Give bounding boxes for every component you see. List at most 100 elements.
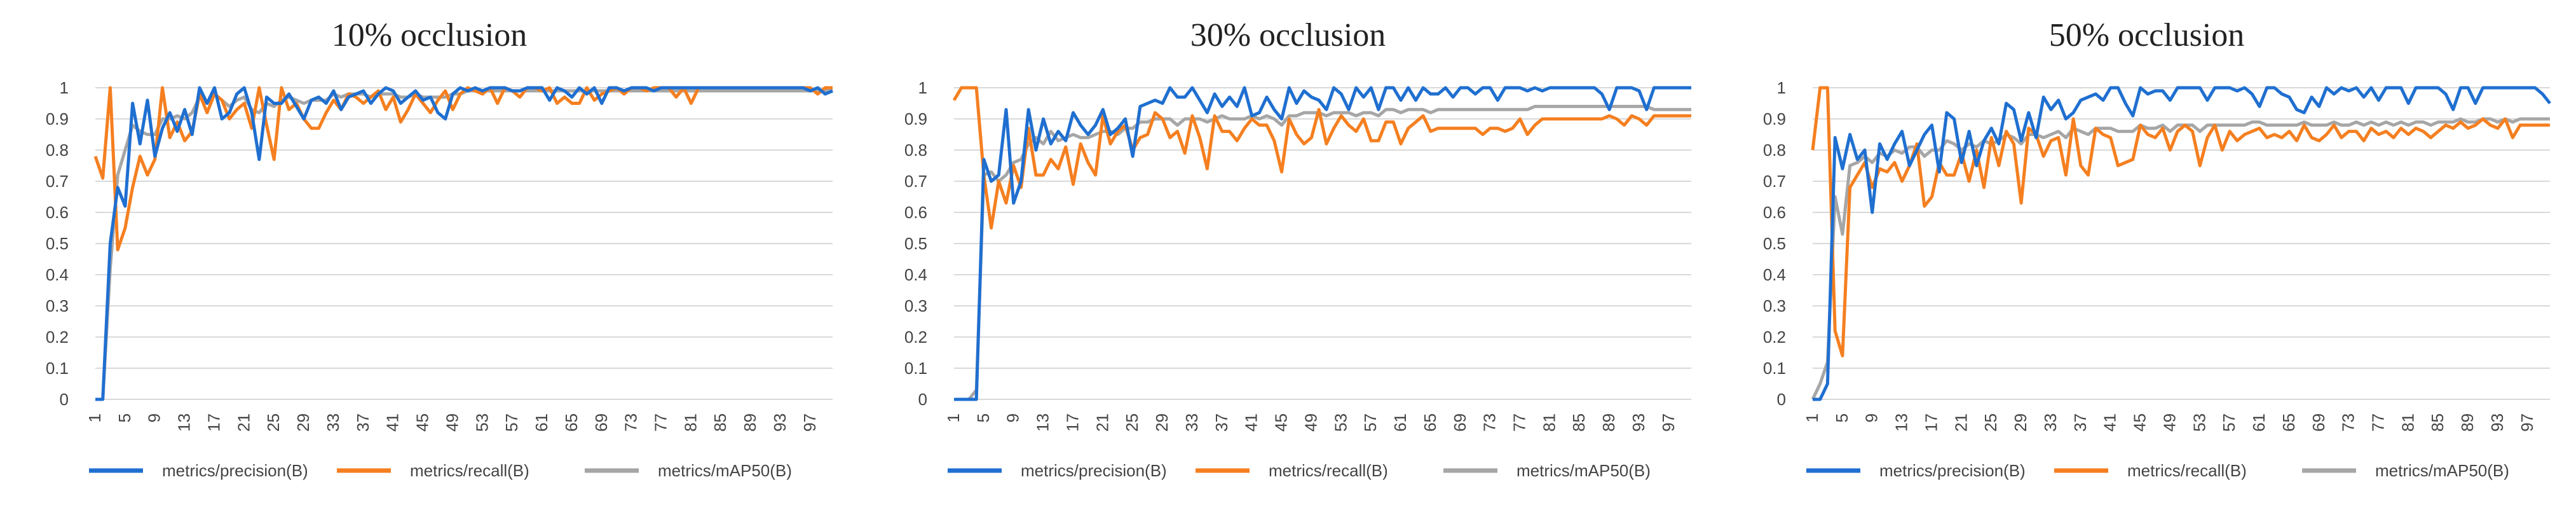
x-tick-label: 85: [2428, 413, 2447, 432]
x-tick-label: 5: [974, 413, 993, 422]
y-tick-label: 0.5: [1763, 234, 1786, 253]
y-tick-label: 0.9: [46, 109, 69, 128]
x-tick-label: 77: [1510, 413, 1529, 432]
x-tick-label: 57: [502, 413, 521, 432]
x-tick-label: 1: [85, 413, 104, 422]
y-tick-label: 1: [60, 78, 69, 97]
x-tick-label: 17: [1921, 413, 1940, 432]
legend-label: metrics/mAP50(B): [1516, 461, 1651, 480]
legend-label: metrics/precision(B): [162, 461, 308, 480]
y-tick-label: 1: [918, 78, 927, 97]
y-tick-label: 0.3: [1763, 296, 1786, 315]
x-tick-label: 13: [1892, 413, 1911, 432]
x-tick-label: 93: [1629, 413, 1648, 432]
x-tick-label: 45: [1272, 413, 1291, 432]
chart-30-occlusion: 0 0.1 0.2 0.3 0.4 0.5 0.6 0.7 0.8 0.9 1 1 5 9 13 17 21 25…: [904, 78, 1691, 480]
x-tick-label: 5: [115, 413, 134, 422]
x-tick-label: 65: [1421, 413, 1440, 432]
x-tick-label: 73: [622, 413, 641, 432]
chart-title: 30% occlusion: [1190, 17, 1386, 53]
x-tick-label: 69: [2309, 413, 2328, 432]
y-tick-label: 0.2: [1763, 327, 1786, 347]
x-tick-label: 45: [2130, 413, 2150, 432]
x-tick-label: 53: [2190, 413, 2209, 432]
x-tick-label: 89: [2458, 413, 2477, 432]
x-tick-label: 93: [2488, 413, 2507, 432]
x-tick-label: 69: [592, 413, 611, 432]
x-tick-label: 29: [1152, 413, 1171, 432]
chart-title: 10% occlusion: [331, 17, 528, 53]
x-tick-label: 41: [383, 413, 402, 432]
x-tick-label: 85: [1569, 413, 1588, 432]
x-tick-label: 97: [800, 413, 819, 432]
y-tick-label: 0.8: [46, 141, 69, 160]
x-tick-label: 33: [324, 413, 343, 432]
y-tick-label: 0.8: [904, 141, 927, 160]
x-tick-label: 1: [1803, 413, 1822, 422]
y-tick-label: 1: [1777, 78, 1786, 97]
x-tick-label: 33: [2041, 413, 2060, 432]
x-tick-label: 57: [2219, 413, 2239, 432]
y-tick-label: 0.7: [904, 172, 927, 191]
x-tick-label: 65: [2279, 413, 2298, 432]
y-tick-label: 0.3: [904, 296, 927, 315]
y-tick-label: 0.3: [46, 296, 69, 315]
legend-label: metrics/recall(B): [2127, 461, 2247, 480]
x-tick-label: 93: [770, 413, 789, 432]
y-tick-label: 0.5: [904, 234, 927, 253]
series-line-map50: [1811, 117, 2550, 401]
y-tick-label: 0.4: [904, 265, 927, 284]
x-tick-label: 77: [2369, 413, 2388, 432]
x-tick-label: 85: [711, 413, 730, 432]
y-tick-label: 0.9: [1763, 109, 1786, 128]
y-tick-label: 0.9: [904, 109, 927, 128]
x-tick-label: 29: [294, 413, 313, 432]
x-tick-label: 9: [145, 413, 164, 422]
x-tick-label: 49: [2160, 413, 2179, 432]
x-tick-label: 41: [2101, 413, 2120, 432]
chart-10-occlusion: 0 0.1 0.2 0.3 0.4 0.5 0.6 0.7 0.8 0.9 1 1 5 9 13 17 21 25…: [46, 78, 833, 480]
chart-panel-10-occlusion: 10% occlusion 0 0.1 0.2 0.3 0.4 0.5 0.6 0.7 0.8 0…: [0, 0, 859, 517]
x-tick-label: 25: [264, 413, 283, 432]
y-tick-label: 0.7: [1763, 172, 1786, 191]
x-tick-label: 5: [1832, 413, 1851, 422]
y-tick-label: 0.1: [46, 359, 69, 378]
x-tick-label: 9: [1004, 413, 1023, 422]
y-tick-label: 0: [60, 390, 69, 409]
chart-panel-50-occlusion: 50% occlusion 0 0.1 0.2 0.3 0.4 0.5 0.6 0.7 0.8 0…: [1717, 0, 2576, 517]
x-tick-label: 97: [2518, 413, 2537, 432]
series-line-precision: [95, 86, 833, 401]
x-tick-label: 53: [1331, 413, 1350, 432]
y-tick-label: 0: [1777, 390, 1786, 409]
x-tick-label: 69: [1450, 413, 1469, 432]
x-tick-label: 21: [1951, 413, 1970, 432]
y-tick-label: 0.1: [904, 359, 927, 378]
y-tick-label: 0.2: [46, 327, 69, 347]
x-tick-label: 37: [2071, 413, 2090, 432]
x-tick-label: 81: [2398, 413, 2417, 432]
chart-panel-30-occlusion: 30% occlusion 0 0.1 0.2 0.3 0.4 0.5 0.6 0.7 0.8 0…: [859, 0, 1717, 517]
x-tick-label: 53: [472, 413, 491, 432]
x-tick-label: 21: [1093, 413, 1112, 432]
x-tick-label: 25: [1981, 413, 2000, 432]
x-tick-label: 73: [2339, 413, 2358, 432]
x-tick-label: 33: [1182, 413, 1201, 432]
x-tick-label: 49: [1301, 413, 1320, 432]
y-tick-label: 0.4: [46, 265, 69, 284]
chart-title: 50% occlusion: [2048, 17, 2245, 53]
y-tick-label: 0: [918, 390, 927, 409]
y-tick-label: 0.6: [1763, 203, 1786, 222]
x-tick-label: 57: [1361, 413, 1380, 432]
chart-50-occlusion: 0 0.1 0.2 0.3 0.4 0.5 0.6 0.7 0.8 0.9 1 1 5 9 13 17 21 25…: [1763, 78, 2551, 480]
legend-label: metrics/mAP50(B): [658, 461, 792, 480]
x-tick-label: 49: [442, 413, 461, 432]
x-tick-label: 61: [1391, 413, 1410, 432]
series-line-recall: [93, 86, 833, 252]
y-tick-label: 0.7: [46, 172, 69, 191]
x-tick-label: 21: [234, 413, 253, 432]
x-tick-label: 61: [2249, 413, 2268, 432]
x-tick-label: 73: [1480, 413, 1499, 432]
x-tick-label: 81: [1539, 413, 1558, 432]
x-tick-label: 77: [651, 413, 671, 432]
legend-label: metrics/precision(B): [1879, 461, 2026, 480]
